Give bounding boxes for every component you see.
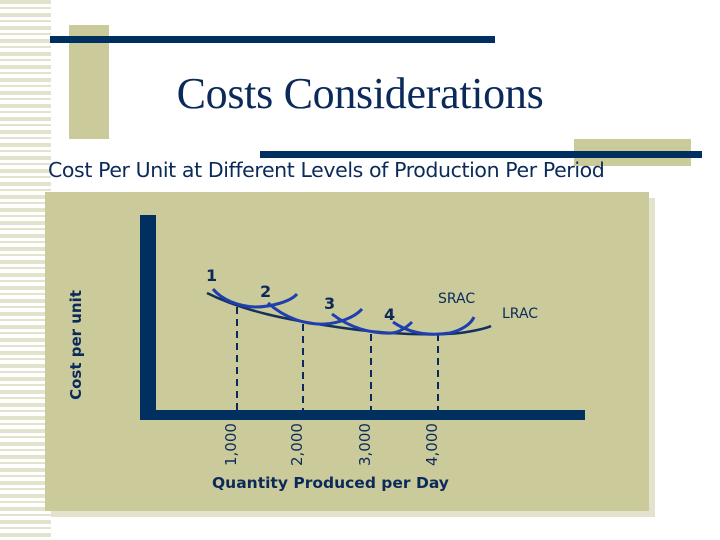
dashed-guides <box>236 307 439 410</box>
x-tick-2000: 2,000 <box>288 423 306 466</box>
x-tick-1000: 1,000 <box>222 423 240 466</box>
decor-line-top <box>50 36 495 43</box>
x-axis-label: Quantity Produced per Day <box>212 474 449 492</box>
decorative-stripes <box>0 0 51 540</box>
plant-label-1: 1 <box>206 266 218 285</box>
plant-label-2: 2 <box>260 282 272 301</box>
plant-label-3: 3 <box>324 294 336 313</box>
slide-title: Costs Considerations <box>176 69 544 118</box>
y-axis-label: Cost per unit <box>67 290 85 400</box>
y-axis <box>140 215 156 420</box>
slide-subtitle: Cost Per Unit at Different Levels of Pro… <box>48 158 605 182</box>
decor-block-top-left <box>69 25 109 139</box>
x-tick-4000: 4,000 <box>423 423 441 466</box>
x-axis <box>140 410 585 420</box>
x-tick-3000: 3,000 <box>356 423 374 466</box>
srac-curves <box>211 287 476 336</box>
decor-line-middle <box>260 151 702 158</box>
srac-label: SRAC <box>438 291 476 307</box>
plant-label-4: 4 <box>384 305 396 324</box>
lrac-label: LRAC <box>502 306 539 322</box>
